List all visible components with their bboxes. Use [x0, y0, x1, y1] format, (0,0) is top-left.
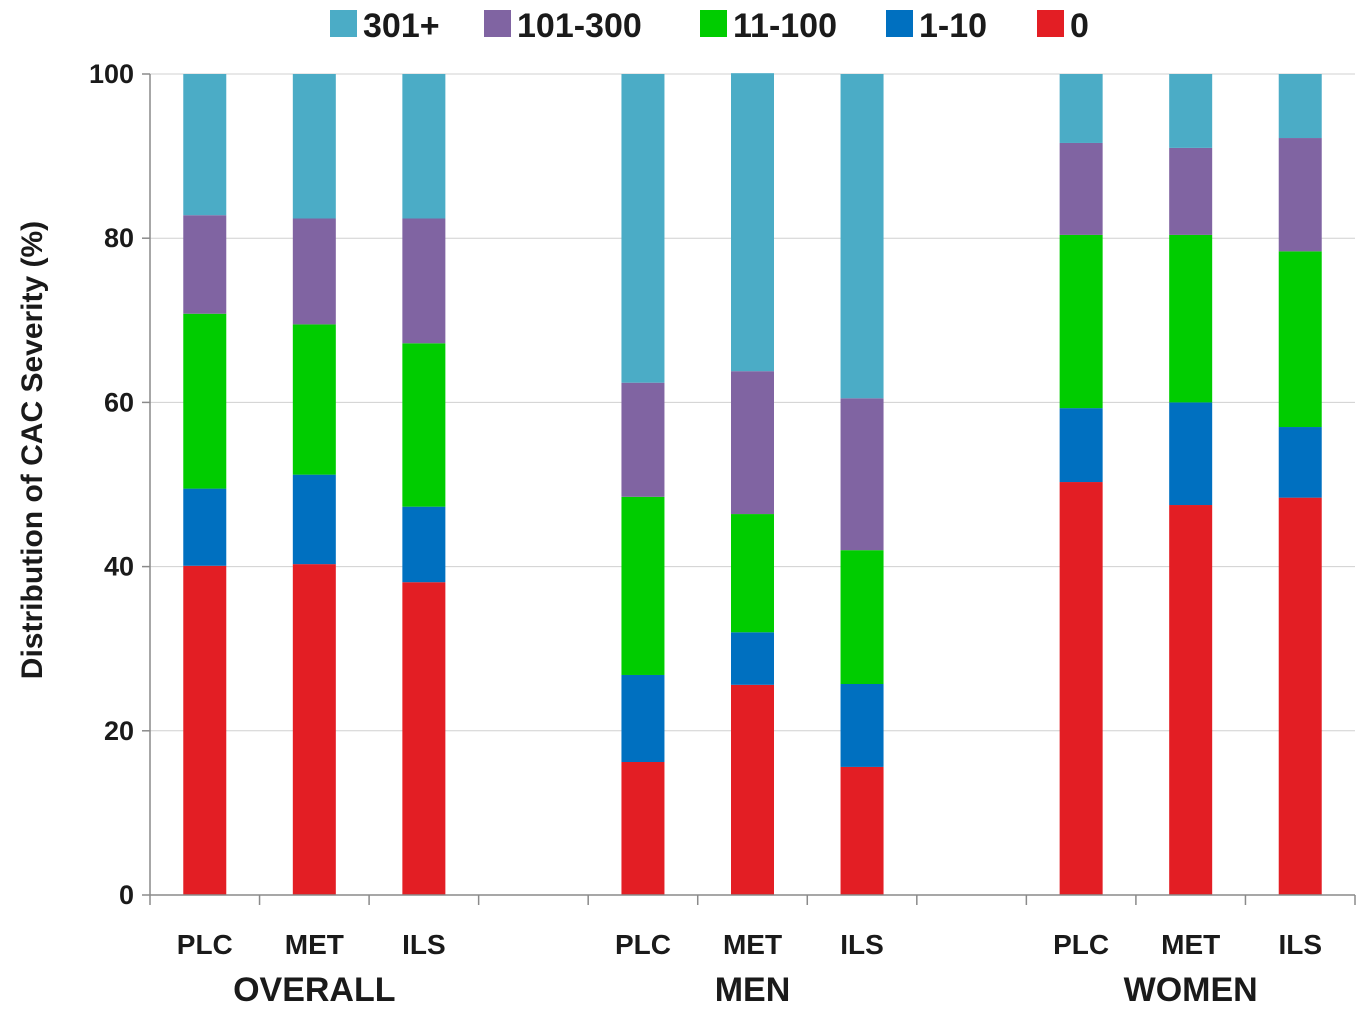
bar-segment	[1169, 74, 1213, 148]
bar-segment	[621, 496, 665, 675]
bar-segment	[840, 550, 884, 685]
x-category-label: MET	[285, 929, 344, 960]
y-tick-label: 40	[104, 552, 134, 582]
y-tick-label: 0	[119, 880, 134, 910]
x-group-label: WOMEN	[1124, 971, 1258, 1009]
y-tick-label: 80	[104, 223, 134, 253]
bar-segment	[402, 343, 446, 507]
legend-swatch	[330, 10, 357, 37]
x-category-label: MET	[723, 929, 782, 960]
bar-segment	[621, 74, 665, 383]
bar-segment	[402, 74, 446, 219]
bar-segment	[731, 632, 774, 685]
bar-segment	[621, 382, 665, 497]
legend-swatch	[484, 10, 511, 37]
bar-segment	[1059, 234, 1103, 409]
bar-segment	[183, 215, 227, 314]
bar-segment	[402, 582, 446, 895]
bar-segment	[1059, 74, 1103, 143]
legend-swatch	[700, 10, 727, 37]
bar-segment	[183, 565, 227, 895]
y-tick-label: 100	[89, 59, 134, 89]
bar-segment	[1278, 251, 1322, 428]
x-category-label: ILS	[840, 929, 884, 960]
bar-segment	[183, 313, 227, 489]
axes	[149, 74, 1356, 905]
bar-segment	[840, 74, 884, 399]
bar-segment	[1169, 505, 1213, 895]
legend-label: 301+	[363, 7, 440, 45]
bar-segment	[1059, 408, 1103, 483]
bar-segment	[402, 218, 446, 344]
x-group-label: MEN	[715, 971, 791, 1009]
x-category-label: PLC	[1053, 929, 1109, 960]
bar-segment	[1278, 497, 1322, 895]
y-axis-ticks: 0 20 40 60 80 100	[89, 59, 150, 910]
bar-segment	[731, 684, 774, 895]
legend-swatch	[886, 10, 913, 37]
bar-segment	[1169, 402, 1213, 506]
bar-segment	[840, 684, 884, 767]
bar-segment	[1059, 482, 1103, 895]
bar-segment	[621, 761, 665, 895]
bar-segment	[292, 74, 336, 219]
y-axis-title: Distribution of CAC Severity (%)	[16, 221, 49, 679]
bar-segment	[402, 506, 446, 583]
legend: 301+ 101-300 11-100 1-10 0	[330, 7, 1089, 45]
bar-segment	[731, 371, 774, 515]
bar-segment	[840, 398, 884, 551]
bar-segment	[731, 514, 774, 633]
bars	[183, 73, 1322, 895]
bar-segment	[183, 488, 227, 566]
x-category-label: ILS	[1278, 929, 1322, 960]
y-tick-label: 20	[104, 716, 134, 746]
x-category-label: ILS	[402, 929, 446, 960]
bar-segment	[1169, 234, 1213, 403]
bar-segment	[183, 74, 227, 216]
bar-segment	[292, 564, 336, 895]
x-category-label: PLC	[177, 929, 233, 960]
bar-segment	[1278, 138, 1322, 252]
x-category-label: MET	[1161, 929, 1220, 960]
x-category-label: PLC	[615, 929, 671, 960]
bar-segment	[1278, 74, 1322, 139]
x-group-label: OVERALL	[233, 971, 395, 1009]
bar-segment	[292, 324, 336, 475]
bar-segment	[840, 766, 884, 895]
y-tick-label: 60	[104, 387, 134, 417]
legend-label: 0	[1070, 7, 1089, 45]
bar-segment	[292, 218, 336, 325]
bar-segment	[1059, 142, 1103, 235]
bar-segment	[621, 674, 665, 762]
legend-label: 11-100	[733, 7, 837, 45]
bar-segment	[731, 73, 774, 372]
legend-label: 101-300	[517, 7, 642, 45]
legend-label: 1-10	[919, 7, 987, 45]
bar-segment	[1169, 147, 1213, 235]
legend-swatch	[1037, 10, 1064, 37]
bar-segment	[1278, 427, 1322, 498]
bar-segment	[292, 474, 336, 565]
